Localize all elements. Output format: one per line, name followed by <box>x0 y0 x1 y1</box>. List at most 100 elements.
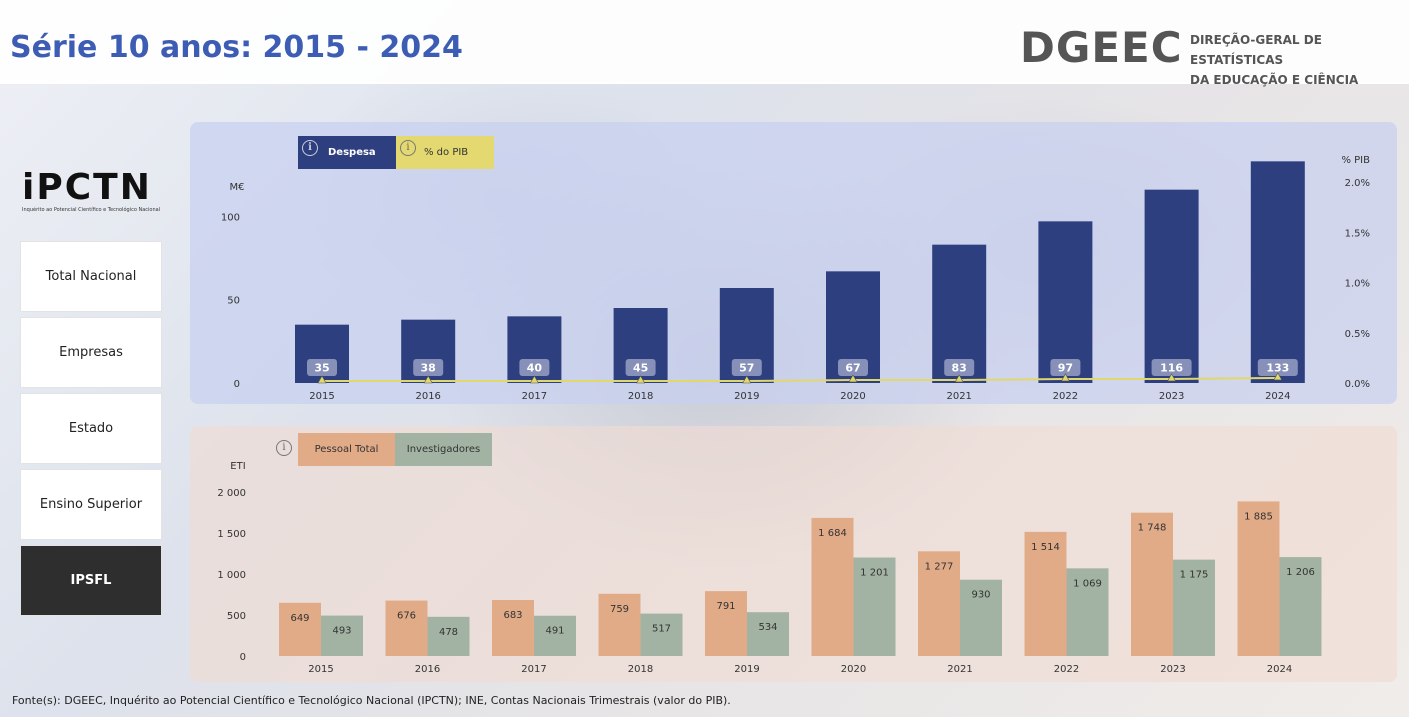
y-tick-label: 0 <box>240 652 246 663</box>
toggle-pib-label: % do PIB <box>424 147 469 158</box>
toggle-despesa[interactable]: i Despesa <box>298 136 396 169</box>
y-tick-label: 1 000 <box>217 570 246 581</box>
x-tick-label: 2020 <box>840 391 865 402</box>
x-tick-label: 2016 <box>415 391 440 402</box>
data-label: 35 <box>314 362 329 375</box>
data-label-pessoal: 1 885 <box>1244 511 1273 522</box>
x-tick-label: 2015 <box>308 664 333 675</box>
data-label: 45 <box>633 362 648 375</box>
data-label-bg <box>307 359 337 376</box>
data-label-pessoal: 1 514 <box>1031 542 1060 553</box>
data-label-bg <box>413 359 444 376</box>
logo-line-2: DA EDUCAÇÃO E CIÊNCIA <box>1190 73 1359 87</box>
x-tick-label: 2020 <box>841 664 866 675</box>
page-title: Série 10 anos: 2015 - 2024 <box>10 30 463 65</box>
y2-axis-title: % PIB <box>1341 155 1370 166</box>
toggle-pib[interactable]: i % do PIB <box>396 136 494 169</box>
marker-pib <box>742 375 752 384</box>
bar-pessoal-total <box>1237 501 1280 656</box>
data-label-investigadores: 517 <box>652 624 671 635</box>
marker-pib <box>954 374 964 383</box>
data-label-investigadores: 493 <box>332 626 351 637</box>
x-tick-label: 2018 <box>628 664 653 675</box>
data-label-pessoal: 1 748 <box>1138 523 1167 534</box>
bar-pessoal-total <box>811 517 854 656</box>
sidebar-item-empresas[interactable]: Empresas <box>20 317 162 388</box>
data-label-investigadores: 478 <box>439 627 458 638</box>
bar-despesa <box>1250 161 1305 383</box>
logo-line-1: DIREÇÃO-GERAL DE ESTATÍSTICAS <box>1190 33 1322 67</box>
bar-pessoal-total <box>1024 531 1067 656</box>
marker-pib <box>529 375 539 384</box>
x-tick-label: 2024 <box>1265 391 1290 402</box>
toggle-pessoal-label: Pessoal Total <box>314 444 379 455</box>
sidebar-item-ensino-superior[interactable]: Ensino Superior <box>20 469 162 540</box>
x-tick-label: 2023 <box>1160 664 1185 675</box>
toggle-investigadores[interactable]: Investigadores <box>395 433 492 466</box>
data-label-pessoal: 791 <box>716 601 735 612</box>
data-label-investigadores: 1 206 <box>1286 567 1315 578</box>
x-tick-label: 2022 <box>1053 391 1078 402</box>
bar-investigadores <box>747 612 789 656</box>
bar-investigadores <box>1066 568 1109 656</box>
y-tick-label: 0 <box>234 379 240 390</box>
data-label-bg <box>731 359 762 376</box>
bar-investigadores <box>321 615 363 656</box>
x-tick-label: 2019 <box>734 664 759 675</box>
x-tick-label: 2019 <box>734 391 759 402</box>
marker-pib <box>1273 372 1283 381</box>
sidebar-item-estado[interactable]: Estado <box>20 393 162 464</box>
data-label-bg <box>1257 359 1298 376</box>
data-label-investigadores: 491 <box>545 626 564 637</box>
data-label-investigadores: 1 201 <box>860 568 889 579</box>
header: Série 10 anos: 2015 - 2024 DGEEC DIREÇÃO… <box>0 0 1409 87</box>
marker-pib <box>1060 373 1070 382</box>
info-icon[interactable]: i <box>276 440 292 456</box>
data-label-pessoal: 676 <box>397 611 416 622</box>
data-label-investigadores: 1 069 <box>1073 578 1102 589</box>
y2-tick-label: 0.0% <box>1345 379 1370 390</box>
data-label-investigadores: 930 <box>971 590 990 601</box>
x-tick-label: 2022 <box>1054 664 1079 675</box>
marker-pib <box>423 375 433 384</box>
bar-investigadores <box>640 613 683 656</box>
toggle-pessoal-total[interactable]: Pessoal Total <box>298 433 395 466</box>
despesa-panel: i Despesa i % do PIB M€ % PIB 0 50 100 0.0% 0.… <box>190 122 1397 404</box>
despesa-chart: M€ % PIB 0 50 100 0.0% 0.5% 1.0% 1.5% 2.0% 35 2015 3… <box>221 155 1370 402</box>
sidebar-item-ipsfl[interactable]: IPSFL <box>20 545 162 616</box>
data-label-investigadores: 534 <box>758 622 777 633</box>
data-label-bg <box>519 359 550 376</box>
bar-pessoal-total <box>385 600 428 656</box>
ipctn-logo-mark: iPCTN <box>22 167 152 208</box>
bar-pessoal-total <box>279 602 321 656</box>
x-tick-label: 2024 <box>1267 664 1292 675</box>
y-tick-label: 50 <box>227 296 240 307</box>
marker-pib <box>636 375 646 384</box>
y-axis-title: ETI <box>230 461 245 472</box>
source-footnote: Fonte(s): DGEEC, Inquérito ao Potencial … <box>12 694 731 707</box>
marker-pib <box>848 374 858 383</box>
bar-investigadores <box>853 557 896 656</box>
x-tick-label: 2021 <box>946 391 971 402</box>
bar-despesa <box>1038 221 1093 383</box>
data-label-pessoal: 649 <box>290 613 309 624</box>
info-icon[interactable]: i <box>400 140 416 156</box>
info-icon[interactable]: i <box>302 140 318 156</box>
y2-tick-label: 1.0% <box>1345 279 1370 290</box>
data-label-pessoal: 1 277 <box>925 561 954 572</box>
y2-tick-label: 1.5% <box>1345 228 1370 239</box>
y-tick-label: 1 500 <box>217 529 246 540</box>
dgeec-logo-text: DIREÇÃO-GERAL DE ESTATÍSTICAS DA EDUCAÇÃ… <box>1190 30 1405 90</box>
data-label: 40 <box>527 362 543 375</box>
dgeec-logo: DGEEC <box>1020 23 1183 72</box>
data-label: 67 <box>845 362 860 375</box>
data-label-bg <box>1050 359 1081 376</box>
x-tick-label: 2023 <box>1159 391 1184 402</box>
bar-pessoal-total <box>598 593 641 656</box>
y2-tick-label: 2.0% <box>1345 178 1370 189</box>
data-label: 57 <box>739 362 754 375</box>
data-label: 133 <box>1266 362 1289 375</box>
ipctn-logo-subtitle: Inquérito ao Potencial Científico e Tecn… <box>22 207 161 213</box>
data-label: 116 <box>1160 362 1183 375</box>
sidebar-item-total-nacional[interactable]: Total Nacional <box>20 241 162 312</box>
